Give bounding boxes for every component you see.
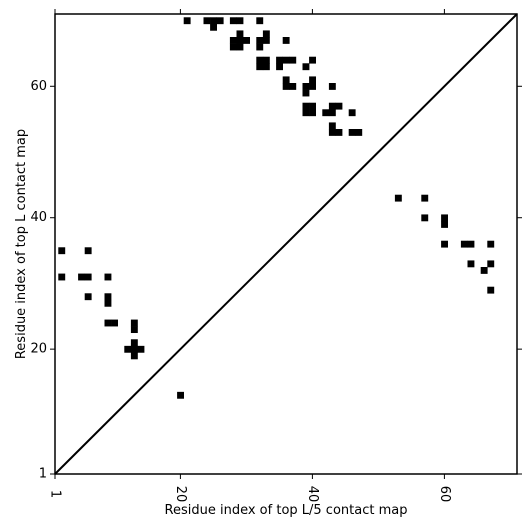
contact-cell-lower xyxy=(137,345,145,353)
contact-cell-lower xyxy=(104,293,112,301)
contact-cell-lower xyxy=(130,345,138,353)
contact-cell-upper xyxy=(282,37,290,44)
y-tick-label: 20 xyxy=(30,342,47,357)
contact-cell-upper xyxy=(229,17,237,25)
contact-cell-lower xyxy=(78,273,85,281)
y-tick-label: 40 xyxy=(30,210,47,225)
contact-cell-lower xyxy=(441,221,448,228)
contact-cell-lower xyxy=(487,260,495,268)
contact-cell-upper xyxy=(256,43,264,51)
contact-cell-lower xyxy=(467,260,475,268)
contact-cell-lower xyxy=(130,326,138,334)
contact-cell-upper xyxy=(328,129,336,136)
contact-cell-upper xyxy=(328,122,336,130)
contact-cell-upper xyxy=(236,43,244,51)
contact-cell-upper xyxy=(282,56,290,64)
contact-cell-lower xyxy=(104,319,112,327)
contact-cell-upper xyxy=(309,56,316,64)
contact-cell-upper xyxy=(229,37,237,44)
contact-cell-lower xyxy=(130,319,138,327)
contact-cell-upper xyxy=(289,56,297,64)
x-tick-label: 60 xyxy=(437,486,452,503)
contact-cell-lower xyxy=(460,240,468,248)
y-tick-label: 1 xyxy=(39,467,47,482)
contact-cell-lower xyxy=(104,273,112,281)
contact-cell-upper xyxy=(276,56,283,64)
contact-cell-upper xyxy=(302,83,310,90)
contact-cell-upper xyxy=(328,83,336,90)
contact-cell-upper xyxy=(256,17,264,25)
contact-cell-lower xyxy=(58,247,66,255)
contact-cell-upper xyxy=(302,89,310,97)
contact-cell-lower xyxy=(421,214,429,222)
contact-cell-upper xyxy=(262,30,270,38)
contact-cell-upper xyxy=(262,63,270,71)
contact-cell-lower xyxy=(441,214,448,222)
contact-cell-lower xyxy=(84,273,92,281)
contact-cells xyxy=(58,17,495,399)
y-axis-title: Residue index of top L contact map xyxy=(14,129,29,359)
contact-cell-upper xyxy=(322,109,330,117)
x-axis-title: Residue index of top L/5 contact map xyxy=(165,503,408,518)
contact-cell-lower xyxy=(111,319,118,327)
contact-cell-upper xyxy=(256,56,264,64)
contact-cell-upper xyxy=(262,37,270,44)
contact-cell-upper xyxy=(276,63,283,71)
contact-cell-upper xyxy=(282,76,290,84)
contact-cell-lower xyxy=(467,240,475,248)
contact-cell-upper xyxy=(282,83,290,90)
axis-ticks: 1 20 40 60 1 20 40 60 xyxy=(30,9,522,502)
contact-cell-upper xyxy=(348,129,356,136)
contact-cell-upper xyxy=(302,63,310,71)
contact-cell-upper xyxy=(256,63,264,71)
contact-cell-upper xyxy=(236,37,244,44)
contact-cell-lower xyxy=(84,293,92,301)
contact-cell-lower xyxy=(487,286,495,294)
contact-cell-upper xyxy=(328,109,336,117)
contact-cell-upper xyxy=(348,109,356,117)
contact-cell-upper xyxy=(183,17,191,25)
y-tick-label: 60 xyxy=(30,79,47,94)
contact-cell-lower xyxy=(124,345,132,353)
contact-cell-lower xyxy=(394,194,402,202)
contact-cell-upper xyxy=(216,17,224,25)
contact-cell-lower xyxy=(441,240,448,248)
contact-cell-upper xyxy=(309,109,316,117)
contact-cell-upper xyxy=(355,129,363,136)
contact-cell-upper xyxy=(309,83,316,90)
contact-cell-upper xyxy=(335,102,343,110)
x-tick-label: 1 xyxy=(48,490,63,498)
contact-cell-upper xyxy=(289,83,297,90)
plot-frame xyxy=(54,13,518,475)
contact-cell-lower xyxy=(130,352,138,360)
contact-cell-upper xyxy=(236,30,244,38)
x-tick-label: 40 xyxy=(305,486,320,503)
contact-cell-upper xyxy=(203,17,211,25)
contact-cell-lower xyxy=(177,391,184,399)
contact-cell-lower xyxy=(487,240,495,248)
contact-cell-upper xyxy=(309,76,316,84)
contact-cell-upper xyxy=(210,23,217,31)
contact-cell-upper xyxy=(309,102,316,110)
contact-cell-upper xyxy=(328,102,336,110)
contact-cell-upper xyxy=(229,43,237,51)
contact-cell-upper xyxy=(262,56,270,64)
contact-cell-lower xyxy=(421,194,429,202)
contact-cell-upper xyxy=(243,37,250,44)
contact-cell-lower xyxy=(84,247,92,255)
contact-cell-upper xyxy=(302,109,310,117)
contact-cell-lower xyxy=(480,267,488,274)
contact-cell-upper xyxy=(302,102,310,110)
contact-cell-lower xyxy=(130,339,138,347)
contact-cell-upper xyxy=(256,37,264,44)
diagonal-line xyxy=(54,13,518,475)
contact-cell-lower xyxy=(104,299,112,307)
contact-cell-upper xyxy=(335,129,343,136)
x-tick-label: 20 xyxy=(173,486,188,503)
contact-cell-upper xyxy=(236,17,244,25)
contact-cell-upper xyxy=(210,17,217,25)
contact-cell-lower xyxy=(58,273,66,281)
